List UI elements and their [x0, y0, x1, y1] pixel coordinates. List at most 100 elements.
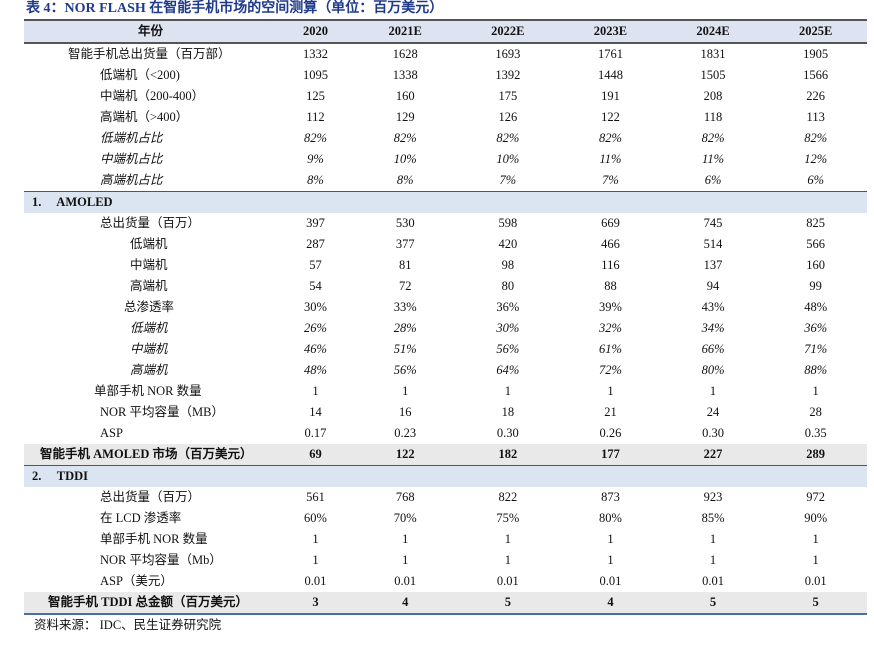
table-row: 低端机占比 82% 82% 82% 82% 82% 82%	[24, 128, 867, 149]
cell-value: 420	[498, 237, 518, 251]
total-row: 智能手机 AMOLED 市场（百万美元） 69 122 182 177 227 289	[24, 444, 867, 466]
table-row: 单部手机 NOR 数量 1 1 1 1 1 1	[24, 381, 867, 402]
cell-value: 122	[395, 447, 415, 461]
cell-value: 0.01	[304, 574, 327, 588]
row-label: NOR 平均容量（Mb）	[100, 553, 222, 567]
cell-value: 4	[402, 595, 409, 609]
cell-value: 530	[395, 216, 415, 230]
cell-value: 85%	[701, 511, 725, 525]
row-label: 中端机	[130, 342, 168, 356]
cell-value: 75%	[496, 511, 520, 525]
cell-value: 1	[504, 553, 511, 567]
row-label: 高端机	[130, 363, 168, 377]
table-row: 低端机（<200) 1095 1338 1392 1448 1505 1566	[24, 65, 867, 86]
cell-value: 82%	[304, 131, 327, 145]
cell-value: 56%	[496, 342, 520, 356]
table-row: 在 LCD 渗透率 60% 70% 75% 80% 85% 90%	[24, 508, 867, 529]
table-row: ASP 0.17 0.23 0.30 0.26 0.30 0.35	[24, 423, 867, 444]
column-header: 2025E	[799, 24, 833, 38]
cell-value: 175	[498, 89, 518, 103]
cell-value: 1	[402, 532, 409, 546]
cell-value: 1	[812, 532, 819, 546]
cell-value: 10%	[393, 152, 417, 166]
cell-value: 0.30	[702, 426, 724, 440]
table-row: 总渗透率 30% 33% 36% 39% 43% 48%	[24, 297, 867, 318]
cell-value: 160	[806, 258, 826, 272]
table-row: 高端机 54 72 80 88 94 99	[24, 276, 867, 297]
cell-value: 36%	[804, 321, 828, 335]
cell-value: 98	[501, 258, 515, 272]
table-row: 高端机 48% 56% 64% 72% 80% 88%	[24, 360, 867, 381]
cell-value: 80%	[598, 511, 622, 525]
cell-value: 28	[809, 405, 822, 419]
row-label: 中端机占比	[100, 152, 163, 166]
cell-value: 82%	[598, 131, 622, 145]
row-label: 智能手机 TDDI 总金额（百万美元）	[48, 595, 249, 609]
row-label: 低端机	[130, 321, 168, 335]
cell-value: 6%	[704, 173, 722, 187]
cell-value: 9%	[307, 152, 324, 166]
cell-value: 69	[309, 447, 322, 461]
cell-value: 0.01	[599, 574, 622, 588]
cell-value: 377	[395, 237, 415, 251]
row-label: 单部手机 NOR 数量	[94, 384, 202, 398]
table-row: 智能手机总出货量（百万部） 1332 1628 1693 1761 1831 1905	[24, 43, 867, 65]
cell-value: 1905	[803, 47, 829, 61]
cell-value: 113	[806, 110, 825, 124]
cell-value: 70%	[393, 511, 417, 525]
cell-value: 60%	[304, 511, 327, 525]
cell-value: 30%	[496, 321, 520, 335]
cell-value: 24	[706, 405, 720, 419]
row-label: 总出货量（百万）	[100, 490, 201, 504]
row-label: ASP（美元）	[100, 574, 173, 588]
cell-value: 82%	[393, 131, 417, 145]
cell-value: 822	[498, 490, 518, 504]
cell-value: 137	[703, 258, 723, 272]
cell-value: 11%	[599, 152, 622, 166]
cell-value: 0.35	[804, 426, 827, 440]
cell-value: 28%	[393, 321, 417, 335]
cell-value: 289	[806, 447, 826, 461]
cell-value: 5	[709, 595, 717, 609]
row-label: 智能手机总出货量（百万部）	[68, 47, 231, 61]
row-label: 中端机（200-400）	[100, 89, 205, 103]
cell-value: 0.01	[496, 574, 519, 588]
row-label: 智能手机 AMOLED 市场（百万美元）	[40, 447, 253, 461]
table-row: 中端机（200-400） 125 160 175 191 208 226	[24, 86, 867, 107]
cell-value: 118	[703, 110, 723, 124]
cell-value: 12%	[804, 152, 828, 166]
cell-value: 26%	[304, 321, 327, 335]
cell-value: 48%	[804, 300, 828, 314]
cell-value: 1	[607, 532, 614, 546]
cell-value: 1	[312, 384, 319, 398]
cell-value: 14	[309, 405, 322, 419]
cell-value: 226	[806, 89, 826, 103]
cell-value: 99	[809, 279, 822, 293]
cell-value: 72%	[598, 363, 622, 377]
table-row: NOR 平均容量（MB） 14 16 18 21 24 28	[24, 402, 867, 423]
cell-value: 466	[601, 237, 620, 251]
cell-value: 80	[501, 279, 515, 293]
cell-value: 768	[395, 490, 415, 504]
row-label: 中端机	[130, 258, 168, 272]
cell-value: 1628	[392, 47, 418, 61]
table-row: 单部手机 NOR 数量 1 1 1 1 1 1	[24, 529, 867, 550]
cell-value: 1	[402, 384, 409, 398]
cell-value: 80%	[701, 363, 725, 377]
cell-value: 57	[309, 258, 322, 272]
cell-value: 11%	[702, 152, 725, 166]
cell-value: 10%	[496, 152, 520, 166]
cell-value: 160	[395, 89, 415, 103]
cell-value: 514	[703, 237, 723, 251]
cell-value: 1448	[597, 68, 623, 82]
cell-value: 30%	[304, 300, 327, 314]
cell-value: 745	[703, 216, 723, 230]
cell-value: 16	[398, 405, 412, 419]
cell-value: 94	[706, 279, 720, 293]
cell-value: 66%	[701, 342, 725, 356]
column-header: 2023E	[593, 24, 628, 38]
cell-value: 598	[498, 216, 518, 230]
cell-value: 1	[312, 553, 319, 567]
table-row: 低端机 287 377 420 466 514 566	[24, 234, 867, 255]
cell-value: 1761	[597, 47, 623, 61]
